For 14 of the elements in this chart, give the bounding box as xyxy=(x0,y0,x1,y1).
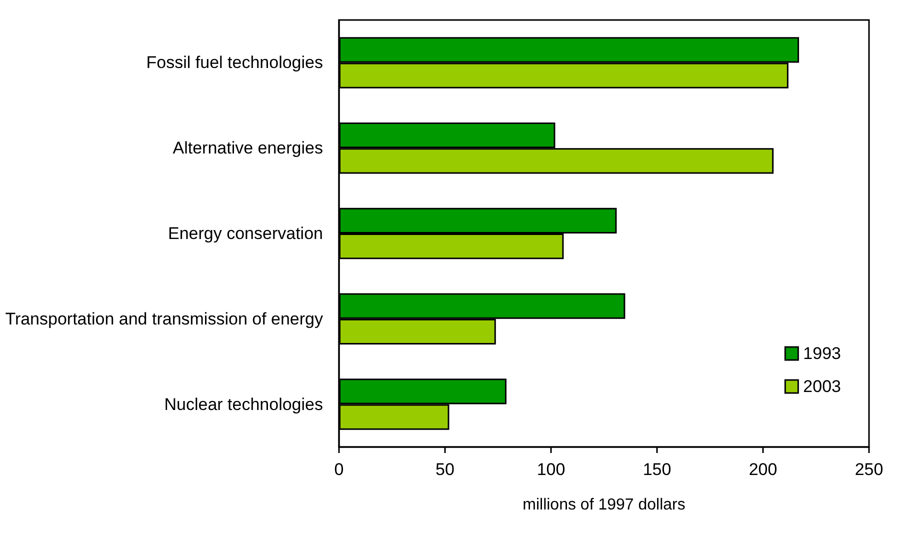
legend-label: 1993 xyxy=(803,344,842,363)
x-tick-label: 50 xyxy=(436,460,454,479)
x-axis-title: millions of 1997 dollars xyxy=(522,496,686,514)
y-tick-label: Fossil fuel technologies xyxy=(146,53,323,72)
x-tick-label: 200 xyxy=(748,460,778,479)
x-tick-label: 150 xyxy=(642,460,672,479)
y-tick-label: Alternative energies xyxy=(172,138,323,158)
legend-label: 2003 xyxy=(803,377,842,396)
x-tick-label: 250 xyxy=(854,460,884,479)
y-tick-label: Energy conservation xyxy=(168,224,323,243)
x-tick-label: 0 xyxy=(334,460,344,479)
x-tick-label: 100 xyxy=(536,460,566,479)
y-tick-label: Nuclear technologies xyxy=(164,394,323,414)
y-tick-label: Transportation and transmission of energy xyxy=(5,309,324,328)
